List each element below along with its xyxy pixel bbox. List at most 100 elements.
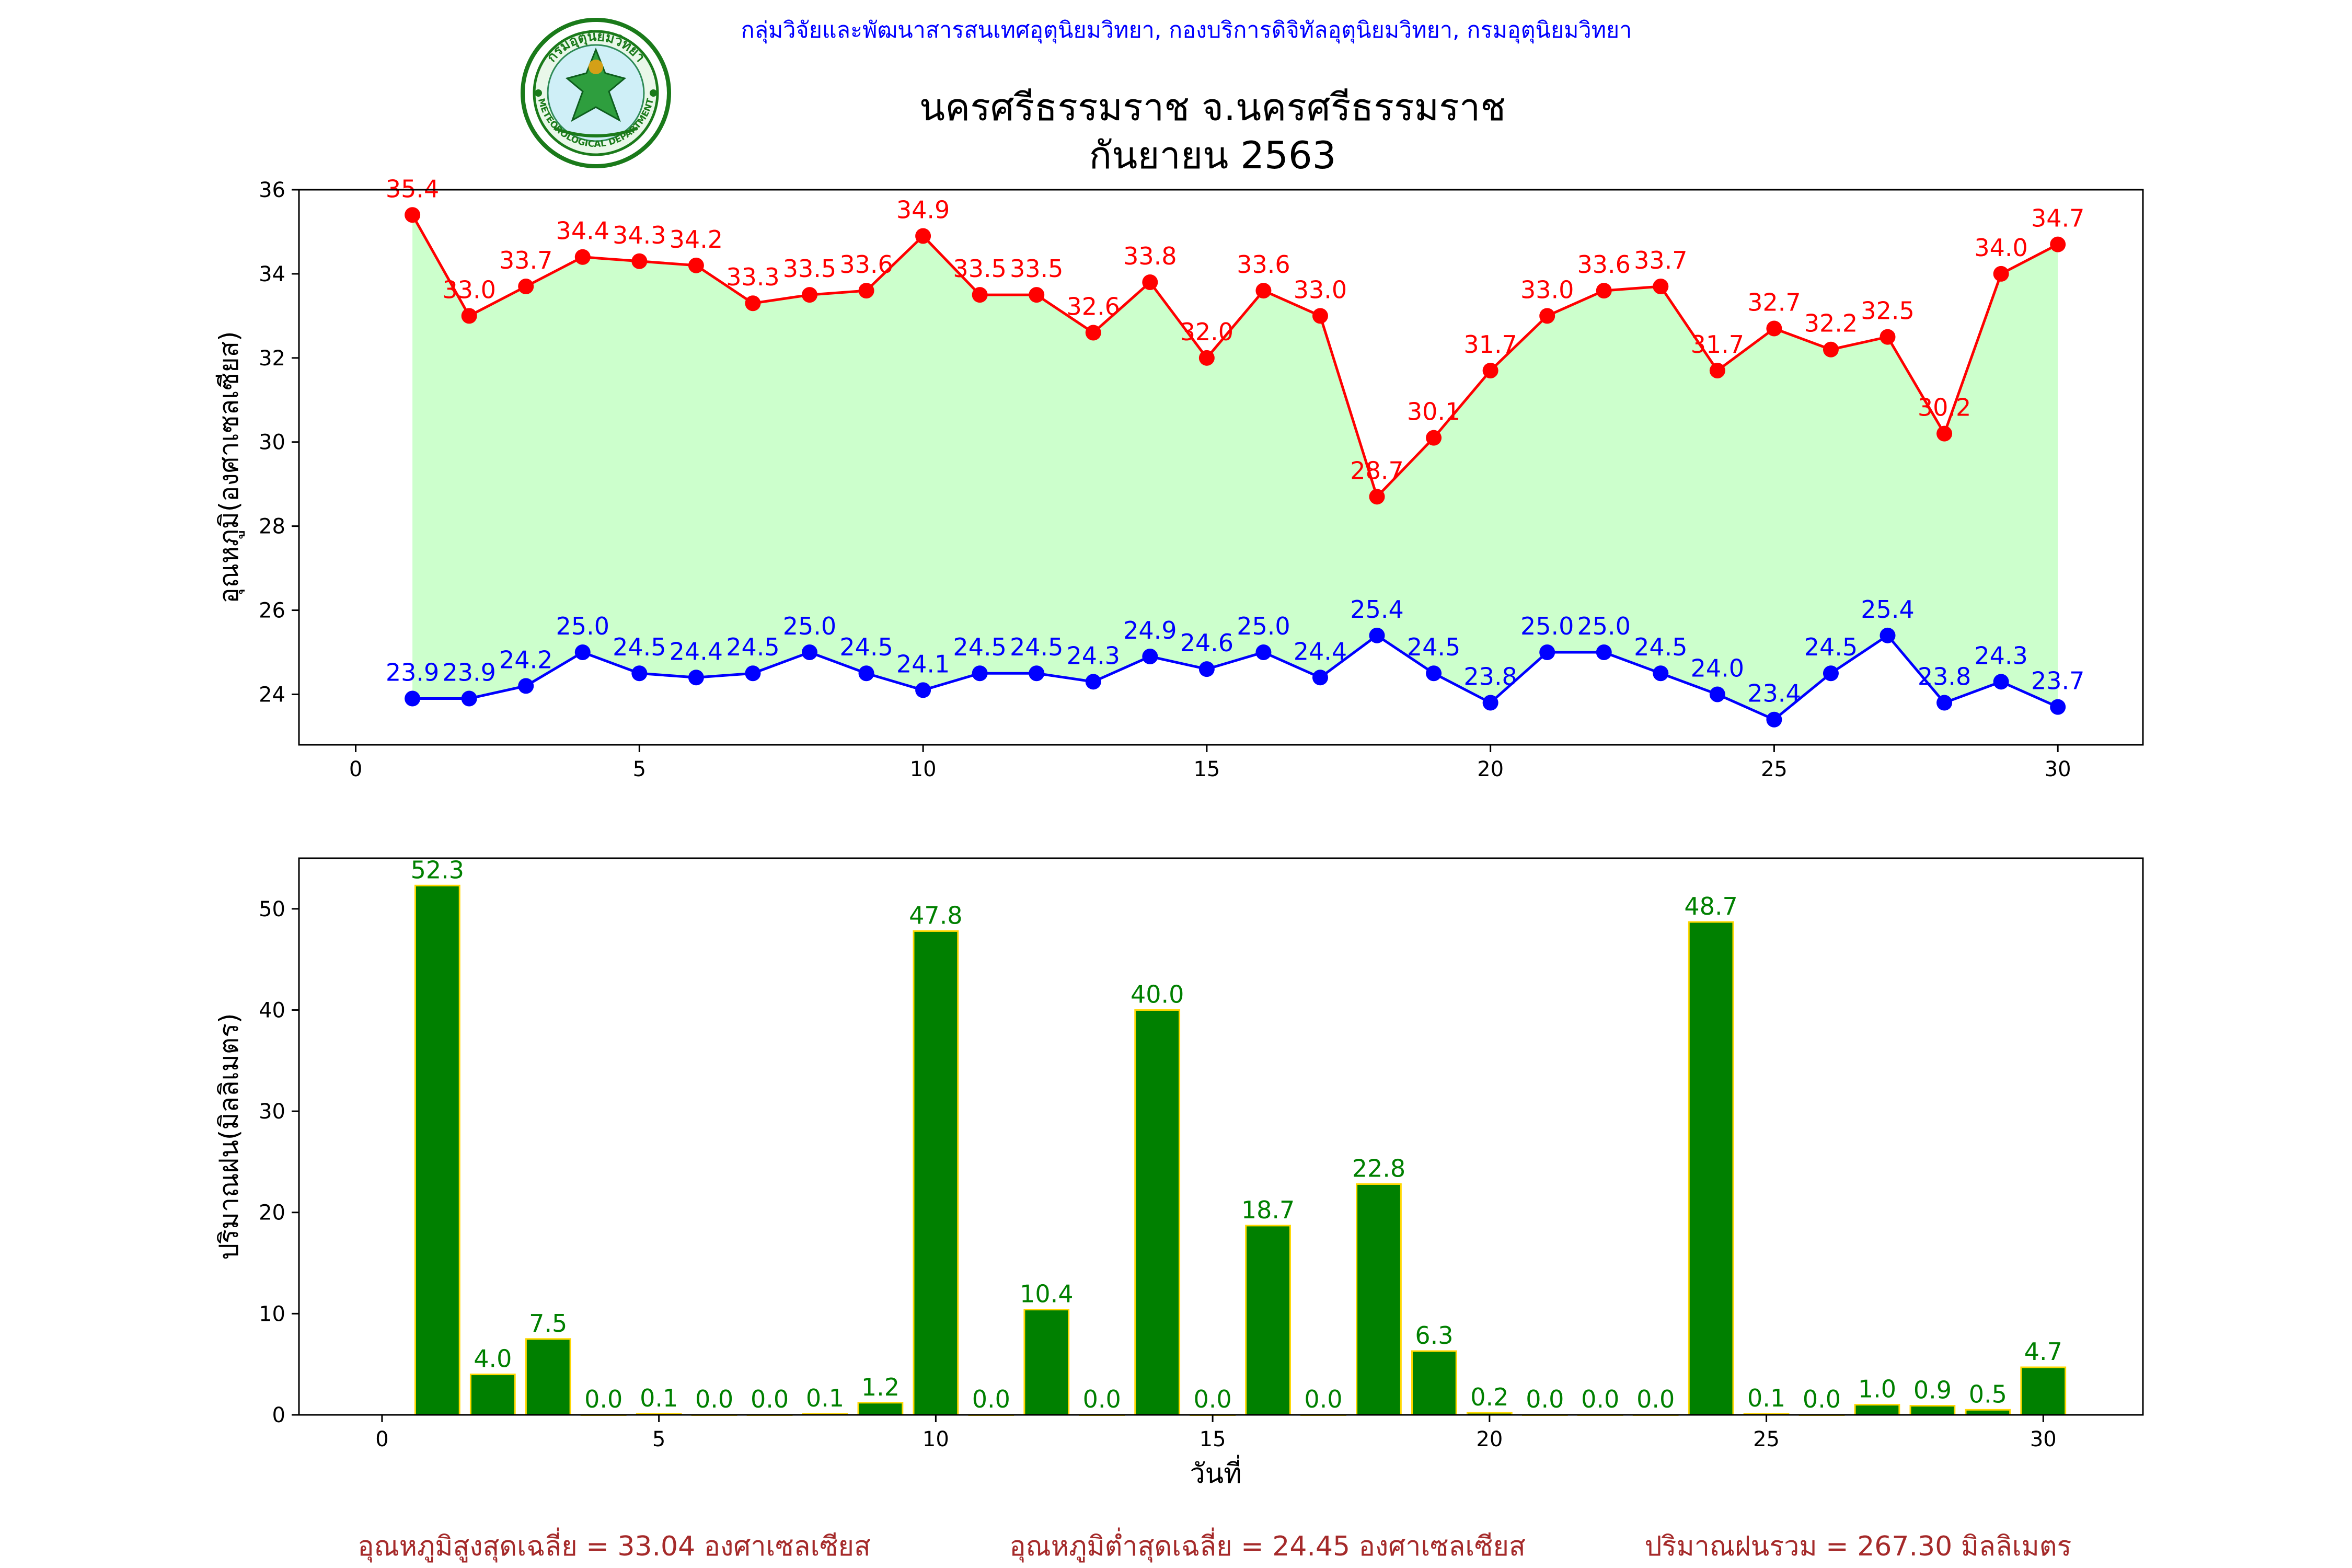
y-tick-label: 26 [259, 599, 285, 623]
y-tick-label: 30 [259, 1100, 285, 1124]
min-temperature-label: 24.5 [1010, 633, 1063, 661]
min-temperature-point [1085, 674, 1101, 690]
max-temperature-label: 35.4 [386, 175, 439, 203]
max-temperature-label: 33.0 [1294, 275, 1347, 304]
rainfall-bar [857, 1402, 904, 1416]
min-temperature-point [1880, 627, 1896, 643]
max-temperature-point [1539, 308, 1555, 324]
min-temperature-label: 24.9 [1123, 616, 1177, 644]
max-temperature-point [1482, 362, 1498, 378]
max-temperature-label: 33.6 [1577, 250, 1631, 279]
min-temperature-point [1255, 644, 1272, 660]
rainfall-label: 7.5 [529, 1309, 567, 1338]
max-temperature-point [1709, 362, 1725, 378]
rainfall-bar [1854, 1404, 1900, 1416]
min-temperature-label: 25.0 [1577, 612, 1631, 640]
rainfall-label: 0.0 [584, 1385, 622, 1413]
x-tick-label: 30 [2030, 1427, 2057, 1451]
rainfall-chart: 52.3 4.0 7.5 0.0 0.1 0.0 0.0 0.1 1.2 47.8 0.0 10.4 0… [214, 856, 2144, 1490]
max-temperature-point [688, 257, 704, 273]
min-temperature-point [1936, 695, 1953, 711]
max-temperature-label: 34.7 [2031, 204, 2084, 233]
rainfall-bar [913, 930, 959, 1416]
min-temperature-label: 24.5 [1634, 633, 1687, 661]
min-temperature-point [1709, 686, 1725, 702]
x-tick-label: 0 [375, 1427, 388, 1451]
rainfall-bar [2020, 1366, 2067, 1416]
y-tick-label: 10 [259, 1302, 285, 1326]
max-temperature-label: 33.5 [783, 255, 836, 283]
x-tick-label: 10 [910, 757, 937, 781]
min-temperature-point [574, 644, 591, 660]
min-temperature-label: 25.0 [556, 612, 609, 640]
min-temperature-label: 23.4 [1747, 679, 1801, 708]
max-temperature-point [858, 283, 874, 299]
x-tick-label: 25 [1753, 1427, 1780, 1451]
max-temperature-label: 33.5 [953, 255, 1006, 283]
max-temperature-label: 34.0 [1974, 234, 2027, 262]
rainfall-label: 18.7 [1241, 1196, 1295, 1224]
min-temperature-point [405, 690, 421, 707]
rainfall-bar [525, 1338, 571, 1416]
min-temperature-label: 23.9 [442, 659, 495, 687]
max-temperature-label: 33.8 [1123, 242, 1177, 270]
rainfall-label: 0.1 [806, 1384, 844, 1412]
max-temperature-point [1880, 329, 1896, 345]
x-tick-label: 15 [1193, 757, 1220, 781]
max-temperature-label: 33.7 [499, 246, 552, 274]
max-temperature-label: 34.3 [613, 221, 666, 249]
rainfall-label: 48.7 [1684, 892, 1737, 920]
x-tick-label: 20 [1477, 757, 1504, 781]
y-tick-label: 20 [259, 1201, 285, 1225]
min-temperature-label: 24.5 [839, 633, 893, 661]
max-temperature-point [1936, 425, 1953, 442]
min-temperature-label: 25.0 [1237, 612, 1290, 640]
max-temperature-label: 32.0 [1180, 318, 1233, 346]
max-temperature-point [461, 308, 477, 324]
max-temperature-point [2050, 236, 2066, 252]
rainfall-label: 0.0 [1636, 1385, 1675, 1413]
max-temperature-point [1596, 283, 1612, 299]
rainfall-bar [469, 1374, 516, 1416]
min-temperature-point [972, 665, 988, 682]
min-temperature-label: 23.9 [386, 659, 439, 687]
max-temperature-label: 34.4 [556, 217, 609, 245]
max-temperature-point [801, 287, 817, 303]
min-temperature-point [1653, 665, 1669, 682]
min-temperature-point [745, 665, 761, 682]
y-tick-label: 36 [259, 178, 285, 202]
max-temperature-label: 32.5 [1861, 297, 1914, 325]
min-temperature-label: 23.8 [1918, 663, 1971, 691]
rainfall-label: 0.1 [1747, 1384, 1785, 1412]
max-temperature-label: 34.2 [670, 225, 723, 253]
x-tick-label: 15 [1200, 1427, 1226, 1451]
rainfall-label: 0.0 [1526, 1385, 1564, 1413]
y-tick-label: 30 [259, 431, 285, 455]
min-temperature-point [1482, 695, 1498, 711]
y-tick-label: 24 [259, 683, 285, 707]
max-temperature-point [631, 253, 648, 269]
y-tick-label: 32 [259, 347, 285, 371]
y-tick-label: 34 [259, 262, 285, 286]
max-temperature-point [1653, 279, 1669, 295]
min-temperature-label: 24.5 [613, 633, 666, 661]
average-min-temperature: อุณหภูมิต่ำสุดเฉลี่ย = 24.45 องศาเซลเซีย… [1009, 1527, 1525, 1563]
x-tick-label: 20 [1476, 1427, 1503, 1451]
rainfall-label: 1.2 [861, 1373, 900, 1401]
rainfall-y-axis-label: ปริมาณฝน(มิลลิเมตร) [214, 1013, 244, 1260]
chart-title-station: นครศรีธรรมราช จ.นครศรีธรรมราช [919, 85, 1506, 129]
rainfall-label: 52.3 [411, 856, 464, 884]
max-temperature-point [1255, 283, 1272, 299]
x-tick-label: 10 [923, 1427, 949, 1451]
max-temperature-point [1369, 489, 1385, 505]
min-temperature-label: 24.5 [1804, 633, 1858, 661]
max-temperature-label: 30.1 [1407, 398, 1460, 426]
max-temperature-label: 33.0 [1520, 275, 1574, 304]
min-temperature-point [1823, 665, 1839, 682]
min-temperature-label: 24.0 [1691, 654, 1744, 682]
max-temperature-label: 33.6 [1237, 250, 1290, 279]
max-temperature-label: 33.3 [726, 263, 779, 291]
max-temperature-label: 33.6 [839, 250, 893, 279]
max-temperature-label: 31.7 [1691, 330, 1744, 359]
rainfall-label: 0.0 [1304, 1385, 1342, 1413]
